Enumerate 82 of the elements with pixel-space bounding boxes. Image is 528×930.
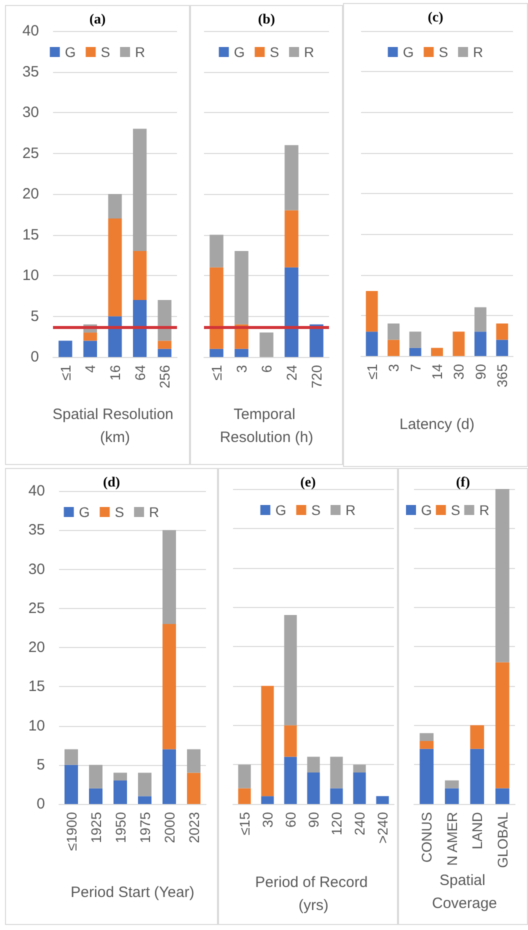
x-tick-label: 720 — [308, 364, 324, 388]
x-axis-title: Temporal Resolution (h) — [220, 406, 314, 446]
x-axis-title: Period Start (Year) — [70, 884, 194, 901]
legend-label: R — [473, 44, 484, 60]
x-tick-label: 90 — [306, 812, 322, 828]
x-tick-label: GLOBAL — [494, 812, 510, 868]
y-tick-label: 20 — [28, 639, 45, 656]
x-tick-label: CONUS — [418, 812, 435, 863]
chart-title: (a) — [89, 12, 106, 28]
legend-label: S — [438, 44, 448, 60]
legend-label: G — [234, 44, 245, 60]
x-tick-label: ≤15 — [236, 812, 252, 836]
y-tick-label: 25 — [22, 144, 39, 162]
x-tick-label: >240 — [374, 812, 390, 844]
x-tick-label: ≤1 — [57, 364, 74, 380]
legend-label: S — [311, 502, 321, 518]
legend-label: G — [64, 44, 76, 60]
legend-label: G — [78, 504, 90, 520]
chart-title: (d) — [102, 476, 120, 490]
x-tick-label: 30 — [450, 364, 467, 380]
x-tick-label: N AMER — [444, 812, 460, 866]
legend-label: G — [402, 44, 414, 60]
y-tick-label: 40 — [28, 482, 45, 500]
legend-label: G — [421, 502, 432, 518]
x-tick-label: LAND — [469, 812, 486, 850]
x-tick-label: 90 — [472, 364, 488, 380]
legend-label: R — [149, 504, 160, 520]
x-axis-title: Latency (d) — [399, 416, 475, 433]
x-tick-label: 7 — [407, 364, 424, 372]
x-tick-label: ≤1 — [208, 364, 224, 380]
y-tick-label: 35 — [22, 63, 39, 80]
y-tick-label: 30 — [28, 560, 45, 578]
y-tick-label: 20 — [22, 186, 39, 202]
x-tick-label: 240 — [352, 812, 368, 836]
x-tick-label: 64 — [132, 364, 148, 381]
x-tick-label: 24 — [284, 364, 300, 381]
x-axis-title: Period of Record (yrs) — [255, 874, 372, 914]
x-tick-label: 16 — [107, 364, 123, 381]
x-tick-label: 365 — [494, 364, 510, 388]
x-tick-label: 14 — [429, 364, 445, 380]
x-tick-label: 30 — [260, 812, 276, 828]
y-tick-label: 15 — [28, 678, 45, 696]
legend-label: S — [270, 44, 280, 60]
x-tick-label: 1975 — [136, 812, 153, 844]
y-tick-label: 15 — [22, 226, 39, 244]
x-tick-label: 3 — [234, 364, 250, 373]
y-tick-label: 10 — [22, 267, 39, 284]
y-tick-label: 25 — [28, 600, 45, 617]
chart-title: (e) — [300, 476, 316, 490]
y-tick-label: 30 — [22, 104, 39, 121]
y-tick-label: 5 — [30, 308, 39, 325]
x-tick-label: 256 — [156, 364, 173, 388]
x-tick-label: ≤1900 — [63, 812, 80, 851]
y-tick-label: 40 — [22, 22, 39, 40]
y-tick-label: 0 — [30, 348, 39, 366]
x-tick-label: 1925 — [88, 812, 104, 844]
y-tick-label: 5 — [36, 756, 45, 774]
x-tick-label: 2023 — [186, 812, 202, 844]
legend-label: S — [450, 502, 460, 518]
y-tick-label: 10 — [28, 717, 45, 734]
chart-title: (c) — [428, 10, 444, 26]
x-tick-label: 60 — [282, 812, 298, 828]
x-tick-label: 6 — [258, 364, 274, 373]
legend-label: G — [275, 502, 286, 518]
x-tick-label: 1950 — [112, 812, 128, 844]
x-axis-title: Spatial Coverage — [432, 872, 498, 912]
legend-label: R — [304, 44, 314, 60]
legend-label: R — [346, 502, 356, 518]
x-tick-label: ≤1 — [364, 364, 380, 380]
x-tick-label: 120 — [328, 812, 344, 836]
legend-label: R — [135, 44, 146, 60]
y-tick-label: 0 — [36, 796, 45, 812]
x-axis-title: Spatial Resolution (km) — [52, 406, 178, 446]
x-tick-label: 2000 — [161, 812, 178, 844]
legend-label: S — [100, 44, 110, 60]
y-tick-label: 35 — [28, 522, 45, 539]
chart-title: (f) — [456, 476, 470, 490]
legend-label: S — [114, 504, 124, 520]
chart-title: (b) — [258, 12, 276, 28]
x-tick-label: 4 — [82, 364, 98, 373]
legend-label: R — [479, 502, 490, 518]
x-tick-label: 3 — [386, 364, 402, 372]
